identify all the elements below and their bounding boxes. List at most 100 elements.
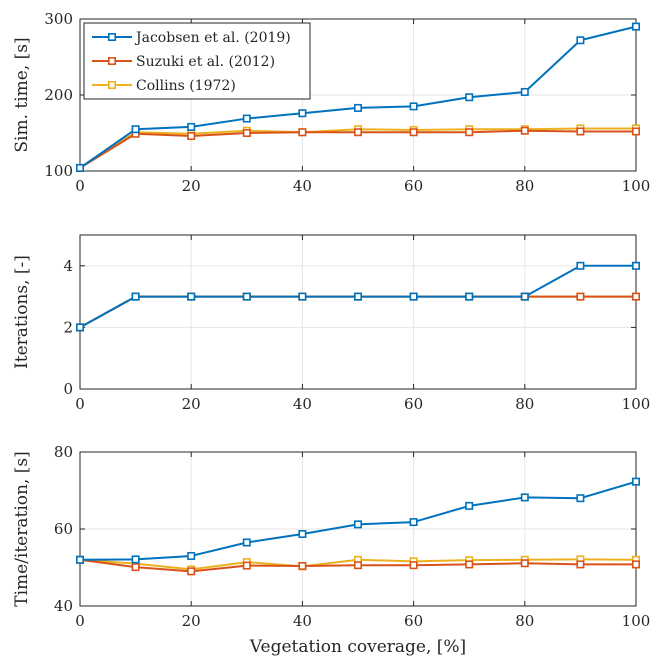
legend-marker	[108, 32, 117, 41]
data-point-jacobsen-et-al-2019	[242, 292, 251, 301]
data-point-jacobsen-et-al-2019	[131, 292, 140, 301]
legend-marker	[108, 56, 117, 65]
x-tick-label: 100	[622, 395, 651, 413]
x-tick-label: 60	[404, 612, 423, 630]
y-axis-label: Sim. time, [s]	[12, 37, 32, 152]
y-tick-label: 40	[54, 597, 73, 615]
y-tick-label: 300	[44, 10, 73, 28]
series-line-suzuki-et-al-2012	[79, 295, 636, 329]
series-line-collins-1972	[79, 295, 636, 329]
data-point-jacobsen-et-al-2019	[76, 323, 85, 332]
data-point-suzuki-et-al-2012	[520, 126, 529, 135]
x-tick-label: 40	[293, 177, 312, 195]
x-tick-label: 20	[182, 177, 201, 195]
legend-entry-label: Collins (1972)	[136, 78, 236, 94]
x-tick-label: 60	[404, 395, 423, 413]
data-point-jacobsen-et-al-2019	[187, 122, 196, 131]
data-point-jacobsen-et-al-2019	[76, 163, 85, 172]
data-point-jacobsen-et-al-2019	[131, 555, 140, 564]
x-tick-label: 20	[182, 395, 201, 413]
data-point-suzuki-et-al-2012	[576, 127, 585, 136]
data-point-jacobsen-et-al-2019	[576, 494, 585, 503]
data-point-jacobsen-et-al-2019	[409, 102, 418, 111]
data-point-jacobsen-et-al-2019	[131, 125, 140, 134]
y-tick-label: 0	[63, 380, 73, 398]
data-point-jacobsen-et-al-2019	[465, 501, 474, 510]
data-point-jacobsen-et-al-2019	[298, 530, 307, 539]
panel-2: 0 20 40 60 80 100 0 2 4 Iterations, [-]	[12, 234, 651, 413]
x-tick-label: 100	[622, 177, 651, 195]
x-axis-label: Vegetation coverage, [%]	[249, 637, 466, 657]
y-tick-label: 4	[63, 257, 73, 275]
data-point-jacobsen-et-al-2019	[631, 22, 640, 31]
legend-entry-label: Jacobsen et al. (2019)	[134, 30, 291, 46]
data-point-suzuki-et-al-2012	[576, 292, 585, 301]
data-point-suzuki-et-al-2012	[631, 127, 640, 136]
data-point-suzuki-et-al-2012	[465, 560, 474, 569]
data-point-suzuki-et-al-2012	[353, 561, 362, 570]
data-point-jacobsen-et-al-2019	[353, 103, 362, 112]
x-tick-label: 80	[515, 612, 534, 630]
x-tick-label: 40	[293, 395, 312, 413]
x-tick-label: 60	[404, 177, 423, 195]
data-point-jacobsen-et-al-2019	[242, 538, 251, 547]
y-tick-label: 2	[63, 318, 73, 336]
data-point-jacobsen-et-al-2019	[76, 555, 85, 564]
data-point-jacobsen-et-al-2019	[520, 493, 529, 502]
x-tick-label: 0	[75, 395, 85, 413]
data-point-jacobsen-et-al-2019	[631, 477, 640, 486]
y-axis-label: Iterations, [-]	[12, 255, 32, 369]
data-point-suzuki-et-al-2012	[187, 567, 196, 576]
data-point-suzuki-et-al-2012	[520, 559, 529, 568]
x-tick-label: 100	[622, 612, 651, 630]
data-point-jacobsen-et-al-2019	[242, 114, 251, 123]
y-tick-label: 100	[44, 162, 73, 180]
data-point-jacobsen-et-al-2019	[409, 518, 418, 527]
y-tick-label: 200	[44, 86, 73, 104]
data-point-suzuki-et-al-2012	[409, 561, 418, 570]
data-point-suzuki-et-al-2012	[631, 560, 640, 569]
data-point-suzuki-et-al-2012	[242, 561, 251, 570]
y-tick-label: 80	[54, 443, 73, 461]
data-point-jacobsen-et-al-2019	[187, 292, 196, 301]
data-point-jacobsen-et-al-2019	[298, 292, 307, 301]
data-point-suzuki-et-al-2012	[242, 129, 251, 138]
data-point-suzuki-et-al-2012	[409, 128, 418, 137]
data-point-suzuki-et-al-2012	[187, 132, 196, 141]
data-point-jacobsen-et-al-2019	[187, 551, 196, 560]
data-point-jacobsen-et-al-2019	[576, 261, 585, 270]
data-point-suzuki-et-al-2012	[465, 128, 474, 137]
x-tick-label: 40	[293, 612, 312, 630]
x-tick-label: 0	[75, 177, 85, 195]
data-point-suzuki-et-al-2012	[298, 561, 307, 570]
data-point-jacobsen-et-al-2019	[631, 261, 640, 270]
panel-3: 0 20 40 60 80 100 40 60 80 Time/iteration, [s] Veg…	[12, 443, 650, 657]
data-point-jacobsen-et-al-2019	[353, 520, 362, 529]
legend-entry-label: Suzuki et al. (2012)	[136, 54, 275, 70]
axes-box	[79, 234, 637, 390]
series-line-suzuki-et-al-2012	[79, 129, 636, 169]
data-point-suzuki-et-al-2012	[353, 128, 362, 137]
x-tick-label: 20	[182, 612, 201, 630]
data-point-suzuki-et-al-2012	[298, 128, 307, 137]
data-point-jacobsen-et-al-2019	[353, 292, 362, 301]
data-point-jacobsen-et-al-2019	[298, 109, 307, 118]
data-point-jacobsen-et-al-2019	[465, 93, 474, 102]
data-point-jacobsen-et-al-2019	[520, 87, 529, 96]
data-point-jacobsen-et-al-2019	[409, 292, 418, 301]
data-point-suzuki-et-al-2012	[631, 292, 640, 301]
data-point-jacobsen-et-al-2019	[520, 292, 529, 301]
x-tick-label: 0	[75, 612, 85, 630]
x-tick-label: 80	[515, 395, 534, 413]
data-point-suzuki-et-al-2012	[576, 560, 585, 569]
y-axis-label: Time/iteration, [s]	[12, 451, 32, 607]
y-tick-label: 60	[54, 520, 73, 538]
legend: Jacobsen et al. (2019) Suzuki et al. (201…	[83, 22, 311, 100]
x-tick-label: 80	[515, 177, 534, 195]
panel-1: 0 20 40 60 80 100 100 200 300 Sim. time, [s] Jacob…	[12, 10, 650, 195]
data-point-jacobsen-et-al-2019	[465, 292, 474, 301]
legend-marker	[108, 81, 117, 90]
data-point-jacobsen-et-al-2019	[576, 36, 585, 45]
